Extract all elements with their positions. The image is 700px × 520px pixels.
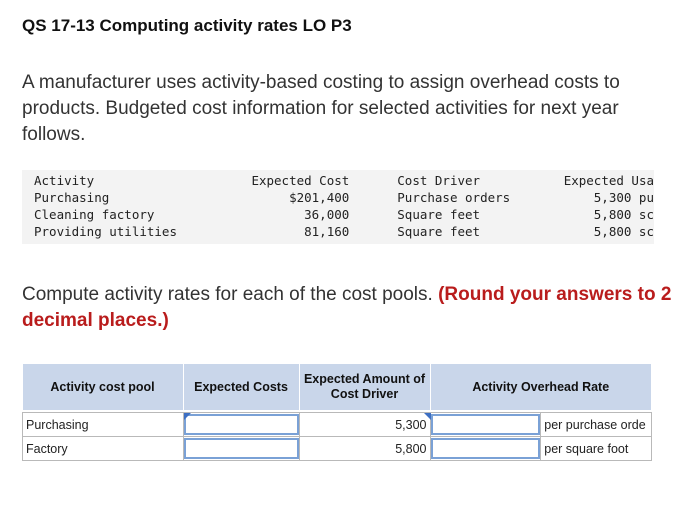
info-expected-cost: $201,400 xyxy=(289,190,350,205)
info-row: Providing utilities 81,160 Square feet 5… xyxy=(22,223,654,244)
header-activity-overhead-rate: Activity Overhead Rate xyxy=(430,364,652,410)
factory-driver-amount: 5,800 xyxy=(298,436,431,461)
header-expected-costs: Expected Costs xyxy=(183,364,300,410)
factory-expected-costs-input[interactable] xyxy=(183,438,299,459)
info-header-cost-driver: Cost Driver xyxy=(397,173,481,188)
expected-costs-cell xyxy=(182,412,300,437)
table-row: Factory 5,800 per square foot xyxy=(22,436,652,461)
activity-info-table: Activity Expected Cost Cost Driver Expec… xyxy=(22,170,654,244)
question-text: Compute activity rates for each of the c… xyxy=(22,284,439,305)
info-activity: Cleaning factory xyxy=(34,207,155,222)
header-activity-cost-pool: Activity cost pool xyxy=(22,364,184,410)
info-row: Cleaning factory 36,000 Square feet 5,80… xyxy=(22,206,654,223)
header-expected-driver-amount: Expected Amount of Cost Driver xyxy=(299,364,431,410)
info-expected-usage: 5,800 sc xyxy=(593,224,654,239)
purchasing-expected-costs-input[interactable] xyxy=(183,414,299,435)
info-expected-usage: 5,300 pu xyxy=(593,190,654,205)
answer-header-row: Activity cost pool Expected Costs Expect… xyxy=(22,364,652,410)
info-expected-cost: 36,000 xyxy=(304,207,350,222)
info-header-row: Activity Expected Cost Cost Driver Expec… xyxy=(22,170,654,189)
info-header-activity: Activity xyxy=(34,173,95,188)
activity-rate-table: Activity cost pool Expected Costs Expect… xyxy=(22,364,652,461)
info-expected-cost: 81,160 xyxy=(304,224,350,239)
info-header-expected-cost: Expected Cost xyxy=(251,173,350,188)
purchasing-rate-input[interactable] xyxy=(430,414,541,435)
expected-costs-cell xyxy=(182,436,300,461)
info-activity: Purchasing xyxy=(34,190,110,205)
purchasing-driver-amount: 5,300 xyxy=(298,412,431,437)
rounding-hint: (Round your answers to 2 decimal places.… xyxy=(22,284,672,331)
info-expected-usage: 5,800 sc xyxy=(593,207,654,222)
rate-cell xyxy=(429,412,542,437)
table-row: Purchasing 5,300 per purchase orde xyxy=(22,412,652,437)
info-cost-driver: Purchase orders xyxy=(397,190,511,205)
factory-rate-input[interactable] xyxy=(430,438,541,459)
pool-factory: Factory xyxy=(22,436,184,461)
driver-amount-value: 5,300 xyxy=(395,417,427,432)
info-header-expected-usage: Expected Usa xyxy=(563,173,654,188)
marker-icon xyxy=(423,413,431,420)
info-activity: Providing utilities xyxy=(34,224,177,239)
marker-icon xyxy=(183,413,191,420)
rate-cell xyxy=(429,436,542,461)
question-prompt: Compute activity rates for each of the c… xyxy=(22,282,672,334)
info-row: Purchasing $201,400 Purchase orders 5,30… xyxy=(22,189,654,206)
question-title: QS 17-13 Computing activity rates LO P3 xyxy=(22,16,352,35)
intro-text: A manufacturer uses activity-based costi… xyxy=(22,72,620,145)
info-cost-driver: Square feet xyxy=(397,207,481,222)
driver-amount-value: 5,800 xyxy=(395,441,427,456)
pool-purchasing: Purchasing xyxy=(22,412,184,437)
purchasing-rate-unit: per purchase orde xyxy=(540,412,652,437)
factory-rate-unit: per square foot xyxy=(540,436,652,461)
info-cost-driver: Square feet xyxy=(397,224,481,239)
